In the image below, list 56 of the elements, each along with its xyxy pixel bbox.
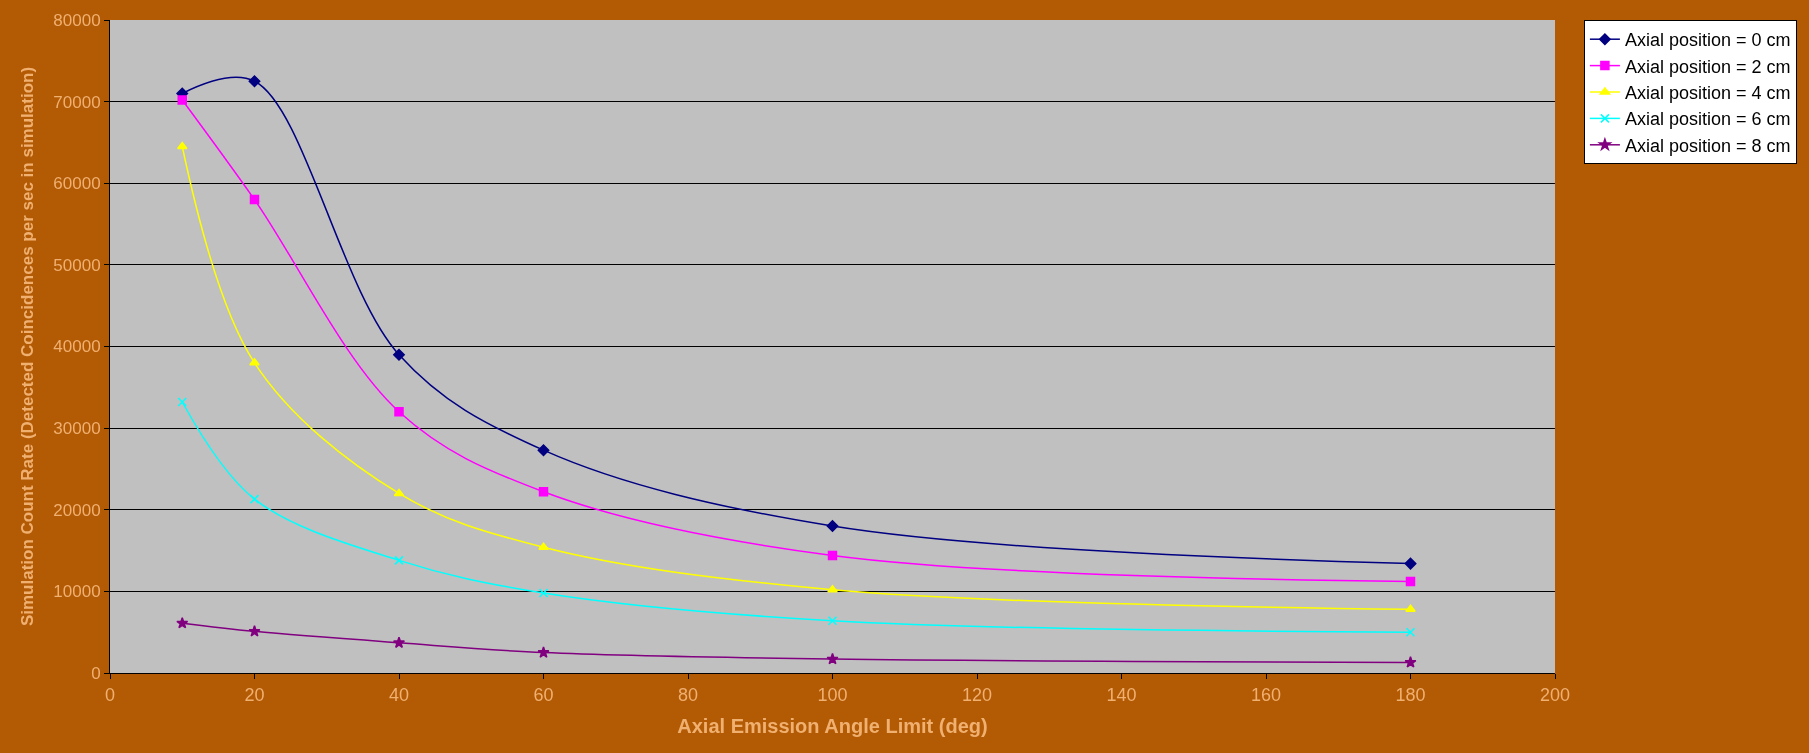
- point: [1405, 576, 1416, 587]
- legend-label: Axial position = 4 cm: [1624, 83, 1791, 104]
- x-tick-label: 0: [104, 684, 116, 705]
- point: [392, 636, 406, 649]
- y-tick-label: 50000: [53, 255, 101, 275]
- point: [248, 75, 261, 88]
- legend-label: Axial position = 6 cm: [1624, 109, 1791, 130]
- y-tick-label: 0: [91, 663, 101, 683]
- x-tick-label: 40: [388, 684, 410, 705]
- point: [537, 444, 550, 457]
- x-tick-label: 20: [244, 684, 265, 705]
- y-tick-label: 70000: [53, 92, 101, 112]
- point: [393, 348, 405, 361]
- point: [826, 652, 839, 665]
- y-axis-title: Simulation Count Rate (Detected Coincidences per sec in simulation): [17, 66, 37, 627]
- point: [249, 494, 260, 504]
- point: [249, 194, 260, 205]
- point: [177, 95, 187, 105]
- point: [538, 588, 549, 598]
- x-tick-label: 60: [533, 684, 554, 705]
- point: [826, 520, 839, 533]
- y-tick-label: 40000: [53, 337, 101, 357]
- x-tick-label: 140: [1106, 684, 1137, 705]
- y-tick-label: 20000: [53, 500, 101, 520]
- y-tick-label: 10000: [53, 582, 101, 602]
- point: [249, 358, 260, 366]
- x-tick-label: 200: [1539, 684, 1571, 705]
- point: [537, 646, 550, 658]
- y-tick-label: 30000: [53, 419, 101, 439]
- legend-label: Axial position = 2 cm: [1624, 56, 1791, 77]
- x-axis-title: Axial Emission Angle Limit (deg): [677, 715, 988, 738]
- x-tick-label: 120: [961, 684, 993, 705]
- point: [1405, 627, 1416, 637]
- point: [393, 488, 405, 497]
- x-tick-label: 80: [677, 684, 699, 705]
- point: [827, 616, 838, 626]
- x-tick-label: 180: [1395, 684, 1426, 705]
- point: [176, 616, 189, 629]
- point: [177, 397, 187, 407]
- point: [827, 584, 838, 593]
- y-tick-label: 60000: [53, 174, 101, 194]
- point: [538, 542, 549, 551]
- legend-label: Axial position = 0 cm: [1624, 30, 1791, 51]
- point: [1404, 656, 1417, 668]
- point: [538, 487, 549, 497]
- legend-label: Axial position = 8 cm: [1624, 135, 1791, 156]
- x-tick-label: 160: [1250, 684, 1282, 705]
- point: [176, 141, 188, 150]
- point: [248, 625, 261, 637]
- point: [394, 407, 404, 417]
- point: [1404, 557, 1417, 570]
- point: [1405, 604, 1416, 613]
- y-tick-label: 80000: [53, 10, 101, 30]
- point: [827, 550, 838, 561]
- point: [394, 555, 404, 566]
- x-tick-label: 100: [817, 684, 848, 705]
